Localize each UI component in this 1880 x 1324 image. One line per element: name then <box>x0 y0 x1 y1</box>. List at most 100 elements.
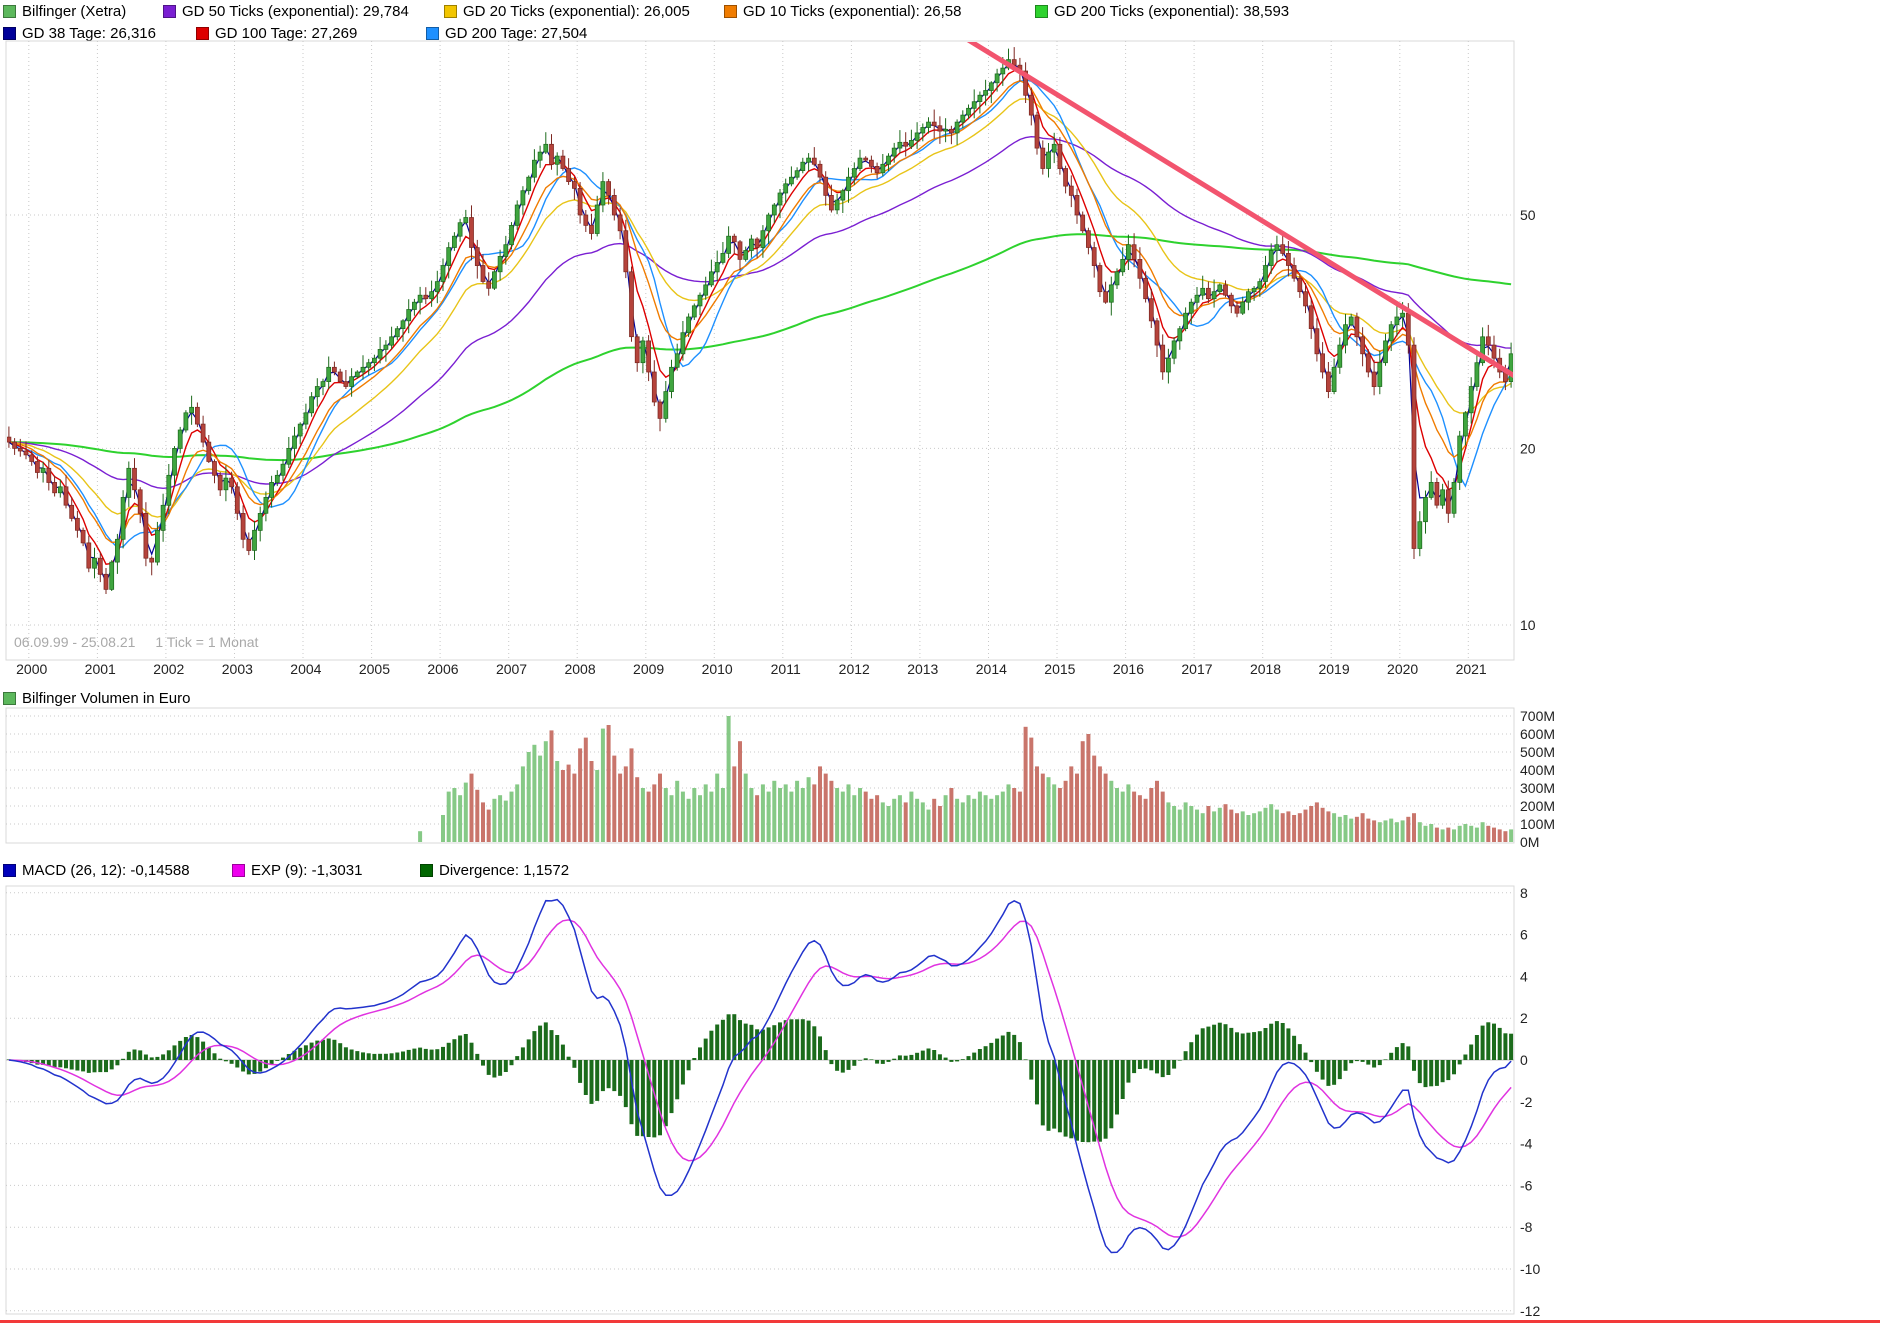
volume-bar <box>1223 804 1228 842</box>
divergence-bar <box>646 1060 651 1137</box>
candlestick <box>17 448 23 452</box>
candlestick <box>966 107 971 116</box>
candlestick <box>766 214 771 232</box>
divergence-bar <box>178 1040 183 1060</box>
candlestick <box>914 132 920 141</box>
divergence-bar <box>1377 1060 1382 1066</box>
year-axis-tick: 2009 <box>633 661 664 677</box>
divergence-bar <box>441 1046 445 1060</box>
divergence-bar <box>1257 1031 1262 1060</box>
divergence-bar <box>1235 1032 1239 1060</box>
candlestick <box>743 250 749 260</box>
candlestick <box>69 504 75 519</box>
volume-bar <box>892 798 897 842</box>
volume-bar <box>1372 820 1377 842</box>
divergence-bar <box>309 1042 314 1060</box>
candlestick <box>674 353 680 368</box>
candlestick <box>840 190 846 201</box>
divergence-bar <box>1120 1060 1125 1099</box>
volume-bar <box>652 784 657 842</box>
year-axis-tick: 2019 <box>1318 661 1349 677</box>
divergence-bar <box>520 1047 525 1060</box>
volume-bar <box>709 791 714 842</box>
candlestick <box>1428 482 1434 498</box>
year-axis-tick: 2013 <box>907 661 938 677</box>
divergence-bar <box>1206 1026 1211 1060</box>
divergence-bar <box>966 1056 971 1060</box>
volume-bar <box>538 755 543 842</box>
volume-bar <box>920 802 925 842</box>
volume-bars-layer <box>418 716 1514 842</box>
candlestick <box>1451 482 1457 514</box>
volume-bar <box>1086 734 1091 842</box>
volume-bar <box>800 788 805 842</box>
bilfinger-color-swatch-icon <box>3 5 16 18</box>
divergence-bar <box>1297 1044 1302 1060</box>
divergence-bar <box>1423 1060 1428 1088</box>
gd-100-tage-color-swatch-icon <box>196 27 209 40</box>
candlestick <box>634 336 640 364</box>
candlestick <box>1166 357 1171 373</box>
bottom-red-line <box>0 1320 1880 1323</box>
candlestick <box>1143 277 1148 300</box>
divergence-bar <box>64 1060 68 1069</box>
volume-bar <box>1257 811 1262 842</box>
divergence-bar <box>732 1014 737 1060</box>
divergence-bar <box>583 1060 588 1095</box>
year-axis-tick: 2002 <box>153 661 184 677</box>
candlestick <box>703 284 709 296</box>
volume-bar <box>1000 791 1005 842</box>
legend-item-label: GD 200 Tage: 27,504 <box>445 25 588 42</box>
candlestick <box>800 161 806 171</box>
candlestick <box>629 271 634 338</box>
divergence-bar <box>1212 1024 1217 1060</box>
legend-item-volume: Bilfinger Volumen in Euro <box>3 690 190 707</box>
volume-bar <box>1349 818 1354 842</box>
divergence-bar <box>680 1060 685 1085</box>
candlestick <box>75 517 80 531</box>
macd-plot-border <box>5 885 1515 1315</box>
candlestick <box>446 247 452 266</box>
divergence-bar <box>332 1039 337 1060</box>
divergence-bar <box>469 1042 474 1060</box>
candlestick <box>332 366 337 373</box>
candlestick <box>86 542 92 569</box>
price-axis-tick: 10 <box>1520 617 1536 633</box>
divergence-bar <box>183 1037 188 1060</box>
volume-bar <box>760 784 765 842</box>
volume-bar <box>1412 813 1416 842</box>
year-axis-tick: 2010 <box>702 661 733 677</box>
volume-axis-tick: 200M <box>1520 798 1555 814</box>
divergence-bar <box>1360 1060 1365 1062</box>
candlestick <box>1394 316 1400 326</box>
gd-200-ticks-color-swatch-icon <box>1035 5 1048 18</box>
volume-bar <box>1280 813 1285 842</box>
volume-bar <box>532 744 537 842</box>
candlestick <box>1371 371 1377 387</box>
candlestick <box>155 529 160 563</box>
candlestick <box>1126 244 1131 260</box>
candlestick <box>777 192 783 206</box>
volume-bar <box>509 791 514 842</box>
candlestick <box>35 461 40 473</box>
divergence-bar <box>692 1058 697 1060</box>
candlestick <box>1240 301 1246 314</box>
legend-item-label: Divergence: 1,1572 <box>439 862 570 879</box>
candlestick <box>811 157 817 165</box>
divergence-bar <box>58 1060 63 1068</box>
candlestick <box>829 195 834 211</box>
divergence-bar <box>1309 1060 1314 1063</box>
volume-bar <box>1189 806 1194 842</box>
candlestick <box>720 253 726 263</box>
volume-bar <box>1394 822 1399 842</box>
candlestick <box>195 406 200 425</box>
divergence-bar <box>829 1060 834 1065</box>
volume-bar <box>1389 818 1394 842</box>
divergence-bar <box>1126 1060 1131 1083</box>
divergence-bar <box>1057 1060 1062 1133</box>
candlestick <box>57 486 63 494</box>
candlestick <box>1091 247 1097 266</box>
candlestick <box>252 529 257 551</box>
candlestick <box>189 406 194 414</box>
divergence-bar <box>1343 1060 1348 1071</box>
